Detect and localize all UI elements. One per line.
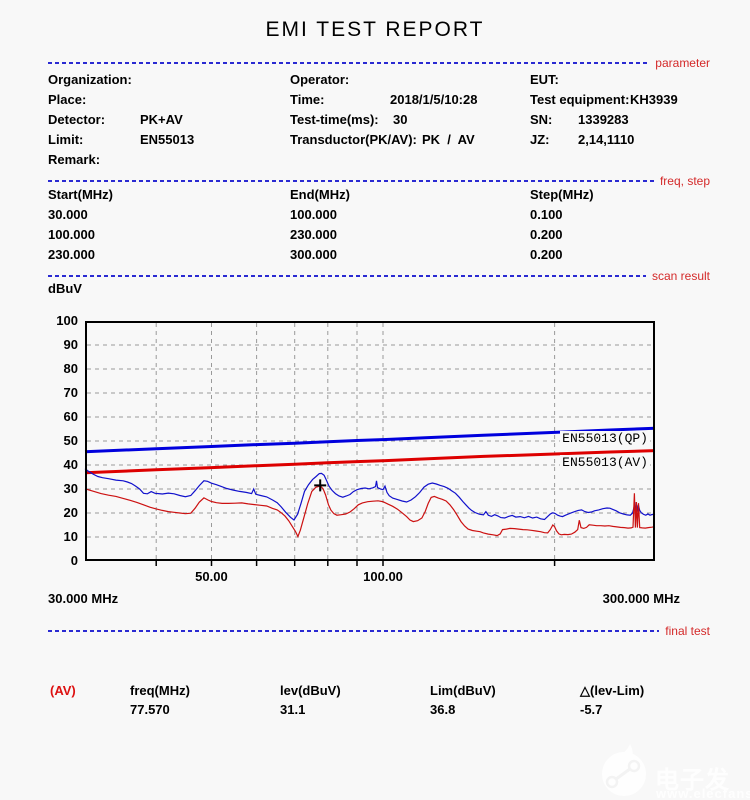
limit-series-label: EN55013(QP) — [560, 431, 650, 447]
section-label-freq-step: freq, step — [659, 174, 710, 188]
dashed-line — [48, 62, 650, 64]
y-tick-label: 90 — [63, 337, 78, 352]
page-title: EMI TEST REPORT — [265, 18, 485, 41]
x-tick-label: 50.00 — [195, 569, 228, 584]
watermark-url-text: www.elecfans.com — [656, 786, 750, 800]
y-tick-label: 0 — [70, 553, 78, 568]
column-header: Lim(dBuV) — [430, 683, 496, 698]
x-axis-start-label: 30.000 MHz — [48, 591, 119, 606]
param-value-test-time: 30 — [393, 112, 408, 127]
y-tick-label: 50 — [63, 433, 78, 448]
y-tick-label: 30 — [63, 481, 78, 496]
final-level-value: 31.1 — [280, 702, 306, 717]
limit-series-label: EN55013(AV) — [560, 455, 650, 471]
param-value-jz: 2,14,1110 — [578, 132, 635, 147]
param-label: EUT: — [530, 72, 559, 87]
param-label: Transductor(PK/AV): — [290, 132, 417, 147]
table-cell: 30.000 — [48, 207, 88, 222]
y-tick-label: 10 — [63, 529, 78, 544]
divider-parameter: parameter — [48, 56, 710, 70]
section-label-scan-result: scan result — [651, 269, 710, 283]
x-axis-end-label: 300.000 MHz — [602, 591, 680, 606]
divider-final-test: final test — [48, 624, 710, 638]
y-tick-label: 60 — [63, 409, 78, 424]
dashed-line — [48, 630, 660, 632]
detector-tag: (AV) — [50, 683, 76, 698]
param-value-limit: EN55013 — [140, 132, 195, 147]
param-label: JZ: — [530, 132, 550, 147]
final-delta-value: -5.7 — [580, 702, 603, 717]
param-label: Place: — [48, 92, 87, 107]
param-value-transductor: PK / AV — [422, 132, 475, 147]
divider-scan-result: scan result — [48, 269, 710, 283]
y-tick-label: 100 — [56, 313, 78, 328]
table-cell: 300.000 — [290, 247, 337, 262]
table-cell: 0.100 — [530, 207, 563, 222]
column-header: Step(MHz) — [530, 187, 594, 202]
y-tick-label: 20 — [63, 505, 78, 520]
param-label: Test-time(ms): — [290, 112, 379, 127]
y-tick-label: 40 — [63, 457, 78, 472]
param-value-detector: PK+AV — [140, 112, 183, 127]
column-header: freq(MHz) — [130, 683, 190, 698]
final-freq-value: 77.570 — [130, 702, 170, 717]
table-cell: 0.200 — [530, 247, 563, 262]
table-cell: 100.000 — [48, 227, 95, 242]
scan-plot-canvas — [84, 321, 656, 566]
param-label: Time: — [290, 92, 325, 107]
scan-result-chart: EN55013(QP) EN55013(AV) — [84, 321, 656, 569]
column-header: Start(MHz) — [48, 187, 113, 202]
column-header: lev(dBuV) — [280, 683, 341, 698]
divider-freq-step: freq, step — [48, 174, 710, 188]
x-tick-label: 100.00 — [363, 569, 403, 584]
param-label: Remark: — [48, 152, 101, 167]
final-limit-value: 36.8 — [430, 702, 456, 717]
watermark-brand-text: 电子发烧友 — [655, 767, 730, 794]
y-axis-unit-label: dBuV — [48, 281, 82, 296]
table-cell: 230.000 — [290, 227, 337, 242]
dashed-line — [48, 275, 646, 277]
column-header: End(MHz) — [290, 187, 350, 202]
elecfans-logo-icon — [602, 744, 646, 796]
y-tick-label: 80 — [63, 361, 78, 376]
table-cell: 0.200 — [530, 227, 563, 242]
param-label: Organization: — [48, 72, 132, 87]
param-label: Test equipment: — [530, 92, 630, 107]
column-header: △(lev-Lim) — [580, 683, 645, 698]
table-cell: 230.000 — [48, 247, 95, 262]
table-cell: 100.000 — [290, 207, 337, 222]
param-label: SN: — [530, 112, 553, 127]
param-value-sn: 1339283 — [578, 112, 629, 127]
section-label-parameter: parameter — [655, 56, 710, 70]
param-label: Detector: — [48, 112, 106, 127]
param-label: Operator: — [290, 72, 350, 87]
param-value-time: 2018/1/5/10:28 — [390, 92, 478, 107]
dashed-line — [48, 180, 654, 182]
param-value-equipment: KH3939 — [630, 92, 678, 107]
param-label: Limit: — [48, 132, 84, 147]
y-tick-label: 70 — [63, 385, 78, 400]
section-label-final-test: final test — [665, 624, 710, 638]
